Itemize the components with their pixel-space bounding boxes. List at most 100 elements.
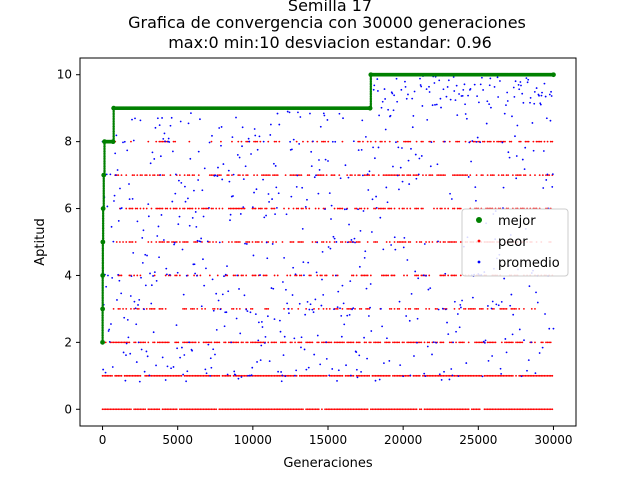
- peor-point: [272, 408, 274, 411]
- promedio-point: [444, 272, 447, 275]
- peor-point: [530, 308, 533, 310]
- promedio-point: [437, 240, 439, 243]
- promedio-point: [394, 248, 397, 251]
- peor-point: [434, 308, 437, 310]
- promedio-point: [219, 308, 222, 311]
- peor-point: [245, 374, 248, 377]
- peor-point: [112, 308, 115, 310]
- mejor-point: [101, 292, 104, 296]
- peor-point: [104, 374, 107, 377]
- promedio-point: [508, 156, 511, 159]
- peor-point: [298, 274, 301, 277]
- peor-point: [322, 374, 325, 377]
- peor-point: [309, 374, 312, 377]
- peor-point: [227, 341, 230, 344]
- peor-point: [158, 241, 161, 243]
- peor-point: [104, 341, 107, 344]
- peor-point: [481, 174, 484, 176]
- promedio-point: [521, 158, 524, 161]
- promedio-point: [490, 106, 492, 109]
- peor-point: [491, 341, 494, 344]
- promedio-point: [319, 125, 322, 128]
- promedio-point: [122, 351, 125, 354]
- peor-point: [376, 341, 379, 344]
- mejor-point: [369, 81, 373, 85]
- peor-point: [152, 408, 154, 411]
- peor-point: [308, 207, 311, 210]
- peor-point: [447, 374, 450, 377]
- promedio-point: [426, 118, 429, 121]
- peor-point: [511, 341, 514, 344]
- peor-point: [281, 241, 284, 243]
- peor-point: [380, 140, 383, 143]
- promedio-point: [282, 281, 284, 283]
- peor-point: [208, 408, 211, 411]
- peor-point: [268, 408, 271, 411]
- peor-point: [431, 374, 434, 377]
- promedio-point: [386, 337, 388, 340]
- promedio-point: [413, 90, 416, 93]
- promedio-point: [317, 192, 320, 195]
- promedio-point: [333, 237, 336, 240]
- promedio-point: [542, 150, 545, 152]
- peor-point: [193, 174, 195, 176]
- peor-point: [333, 341, 336, 344]
- peor-point: [393, 207, 396, 210]
- promedio-point: [540, 94, 543, 97]
- promedio-point: [405, 315, 408, 317]
- peor-point: [122, 308, 124, 310]
- promedio-point: [545, 117, 548, 120]
- peor-point: [223, 374, 225, 377]
- peor-point: [360, 308, 363, 310]
- promedio-point: [458, 326, 461, 329]
- promedio-point: [518, 88, 521, 91]
- promedio-point: [228, 180, 231, 183]
- promedio-point: [227, 169, 230, 172]
- peor-point: [366, 374, 369, 377]
- promedio-point: [119, 187, 121, 190]
- peor-point: [343, 341, 345, 344]
- peor-point: [122, 241, 124, 243]
- peor-point: [122, 408, 124, 411]
- promedio-point: [423, 372, 426, 375]
- mejor-point: [112, 117, 115, 120]
- peor-point: [256, 408, 259, 411]
- promedio-point: [170, 116, 173, 119]
- peor-point: [355, 341, 358, 344]
- peor-point: [463, 341, 465, 344]
- peor-point: [145, 308, 148, 310]
- promedio-point: [536, 301, 539, 304]
- peor-point: [133, 408, 136, 411]
- peor-point: [193, 341, 195, 344]
- peor-point: [382, 174, 385, 176]
- promedio-point: [405, 97, 408, 100]
- peor-point: [403, 174, 405, 176]
- promedio-point: [435, 341, 438, 344]
- promedio-point: [232, 195, 234, 197]
- peor-point: [336, 341, 339, 344]
- peor-point: [392, 341, 394, 344]
- peor-point: [436, 408, 439, 411]
- promedio-point: [252, 254, 255, 257]
- peor-point: [204, 308, 207, 310]
- mejor-point: [100, 206, 106, 211]
- mejor-point: [369, 91, 373, 95]
- promedio-point: [125, 342, 128, 345]
- peor-point: [332, 274, 334, 277]
- mejor-point: [369, 100, 373, 103]
- promedio-point: [539, 103, 542, 106]
- peor-point: [207, 374, 210, 377]
- peor-point: [534, 341, 536, 344]
- peor-point: [175, 274, 178, 277]
- peor-point: [489, 174, 492, 176]
- peor-point: [188, 140, 191, 143]
- peor-point: [262, 374, 265, 377]
- promedio-point: [380, 106, 383, 109]
- peor-point: [338, 374, 341, 377]
- promedio-point: [380, 307, 382, 310]
- peor-point: [265, 207, 268, 210]
- promedio-point: [546, 173, 549, 176]
- peor-point: [237, 241, 240, 243]
- peor-point: [142, 341, 145, 344]
- peor-point: [297, 341, 300, 344]
